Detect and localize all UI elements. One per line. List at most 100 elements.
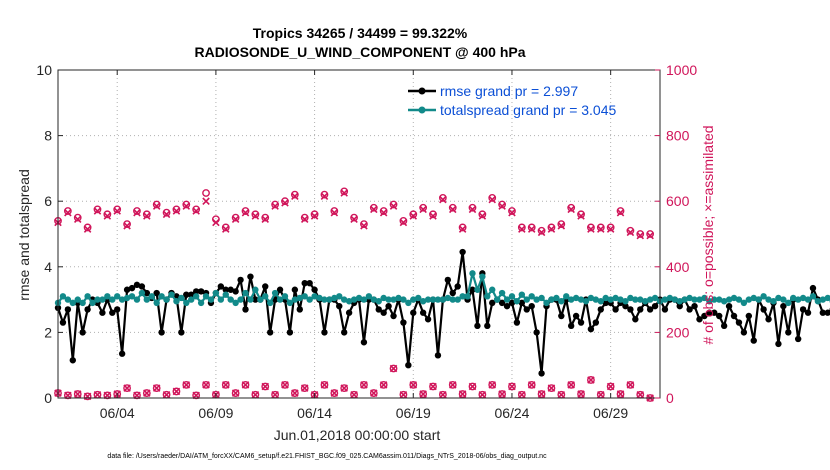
- x-tick-label: 06/24: [494, 405, 529, 421]
- totalspread-point: [232, 299, 239, 307]
- totalspread-point: [725, 296, 733, 303]
- obs-possible-point: [360, 220, 368, 229]
- totalspread-point: [701, 294, 708, 302]
- totalspread-point: [681, 296, 688, 303]
- obs-assimilated-point: [587, 376, 595, 384]
- totalspread-point: [617, 296, 624, 303]
- obs-assimilated-point: [192, 207, 200, 215]
- obs-assimilated-point: [567, 205, 575, 214]
- obs-assimilated-point: [448, 381, 457, 389]
- obs-possible-point: [360, 380, 368, 389]
- obs-possible-point: [192, 205, 201, 214]
- obs-assimilated-point: [300, 215, 309, 224]
- obs-assimilated-point: [518, 225, 526, 233]
- totalspread-point: [632, 296, 639, 303]
- obs-assimilated-point: [379, 208, 388, 217]
- rmse-point: [405, 362, 412, 369]
- obs-assimilated-point: [350, 390, 358, 399]
- totalspread-point: [365, 293, 373, 300]
- totalspread-point: [794, 296, 802, 303]
- rmse-point: [627, 306, 634, 313]
- totalspread-point: [735, 296, 743, 303]
- totalspread-point: [582, 298, 590, 305]
- obs-assimilated-point: [468, 205, 477, 214]
- obs-possible-point: [152, 200, 161, 209]
- rmse-point: [469, 286, 476, 293]
- obs-assimilated-point: [439, 195, 447, 204]
- obs-assimilated-point: [527, 381, 536, 389]
- obs-possible-point: [290, 389, 299, 397]
- totalspread-point: [651, 294, 659, 302]
- totalspread-point: [99, 296, 106, 303]
- obs-possible-point: [379, 207, 388, 215]
- totalspread-point: [770, 298, 777, 305]
- totalspread-point: [257, 296, 264, 303]
- totalspread-point: [548, 296, 555, 303]
- obs-possible-point: [320, 380, 329, 389]
- rmse-point: [301, 280, 308, 287]
- rmse-point: [799, 306, 807, 313]
- y-tick-label: 0: [44, 390, 52, 406]
- totalspread-point: [296, 294, 303, 302]
- rmse-point: [114, 306, 121, 313]
- y-tick-label: 10: [36, 62, 52, 78]
- obs-assimilated-point: [429, 212, 437, 220]
- obs-assimilated-point: [291, 192, 299, 201]
- rmse-point: [345, 309, 353, 316]
- obs-possible-point: [448, 380, 457, 389]
- totalspread-point: [439, 296, 447, 303]
- totalspread-point: [513, 298, 521, 305]
- rmse-point: [192, 288, 200, 295]
- obs-assimilated-point: [103, 212, 112, 220]
- totalspread-point: [711, 296, 718, 303]
- rmse-point: [632, 316, 639, 323]
- rmse-point: [79, 329, 86, 336]
- obs-assimilated-point: [212, 218, 220, 227]
- totalspread-point: [301, 293, 308, 300]
- rmse-point: [262, 283, 269, 290]
- totalspread-point: [498, 289, 506, 297]
- totalspread-point: [79, 299, 86, 307]
- totalspread-point: [217, 296, 225, 303]
- totalspread-point: [503, 296, 511, 303]
- totalspread-point: [587, 294, 595, 302]
- chart-title: Tropics 34265 / 34499 = 99.322%: [253, 25, 468, 41]
- obs-possible-point: [133, 207, 141, 215]
- totalspread-point: [479, 273, 486, 280]
- obs-assimilated-point: [597, 390, 605, 399]
- totalspread-point: [207, 296, 215, 303]
- obs-assimilated-point: [93, 207, 102, 215]
- obs-assimilated-point: [300, 384, 309, 392]
- obs-assimilated-point: [498, 202, 506, 210]
- rmse-point: [701, 312, 708, 320]
- rmse-point: [252, 296, 259, 303]
- rmse-point: [508, 299, 516, 307]
- rmse-point: [69, 357, 77, 364]
- legend: rmse grand pr = 2.997 totalspread grand …: [408, 83, 617, 118]
- rmse-point: [538, 370, 545, 377]
- totalspread-point: [192, 293, 200, 300]
- y-right-tick-label: 200: [666, 324, 690, 340]
- totalspread-point: [331, 294, 338, 302]
- obs-possible-point: [182, 200, 191, 209]
- obs-possible-point: [498, 200, 506, 209]
- obs-possible-point: [241, 380, 250, 389]
- obs-assimilated-point: [182, 202, 191, 210]
- totalspread-point: [252, 286, 259, 293]
- totalspread-point: [143, 296, 151, 303]
- obs-assimilated-point: [222, 381, 230, 389]
- rmse-point: [400, 319, 407, 326]
- totalspread-point: [464, 293, 471, 300]
- totalspread-point: [740, 299, 748, 307]
- obs-possible-point: [616, 390, 625, 398]
- obs-possible-point: [251, 210, 260, 219]
- obs-possible-point: [320, 190, 329, 199]
- obs-possible-point: [429, 210, 437, 219]
- totalspread-point: [405, 299, 412, 307]
- totalspread-point: [686, 294, 693, 302]
- totalspread-point: [809, 293, 817, 300]
- totalspread-point: [750, 294, 757, 302]
- totalspread-point: [153, 299, 160, 307]
- rmse-point: [197, 288, 205, 295]
- rmse-point: [711, 309, 718, 316]
